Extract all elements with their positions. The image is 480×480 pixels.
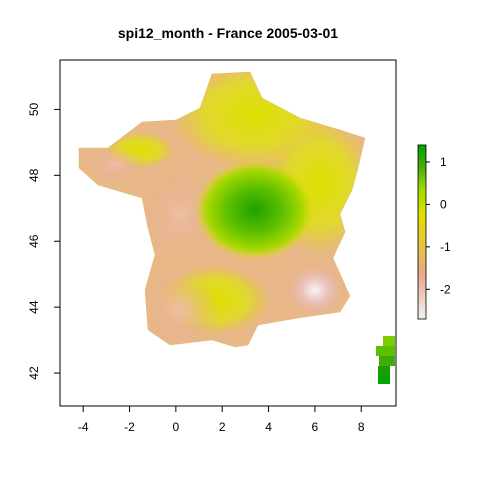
legend-tick-label: 0 [440, 197, 447, 211]
y-tick-label: 42 [27, 366, 41, 380]
legend-ticks: 1 0 -1 -2 [426, 155, 451, 296]
y-tick-label: 46 [27, 234, 41, 248]
color-legend: 1 0 -1 -2 [417, 144, 451, 320]
x-tick-label: -2 [124, 420, 135, 434]
legend-colorbar [417, 144, 427, 320]
y-tick-label: 44 [27, 300, 41, 314]
x-tick-label: 4 [265, 420, 272, 434]
x-tick-label: 2 [219, 420, 226, 434]
france-outline [78, 71, 366, 348]
legend-tick-label: -1 [440, 240, 451, 254]
x-tick-label: 6 [312, 420, 319, 434]
heatmap-map [79, 72, 365, 347]
y-axis: 42 44 46 48 50 [27, 102, 60, 380]
plot-frame [59, 59, 397, 407]
legend-tick-label: 1 [440, 155, 447, 169]
x-tick-label: 8 [358, 420, 365, 434]
y-tick-label: 50 [27, 102, 41, 116]
chart-title: spi12_month - France 2005-03-01 [118, 25, 338, 41]
x-tick-label: 0 [173, 420, 180, 434]
x-axis: -4 -2 0 2 4 6 8 [78, 406, 365, 434]
legend-tick-label: -2 [440, 282, 451, 296]
corsica-cells [376, 336, 395, 384]
x-tick-label: -4 [78, 420, 89, 434]
y-tick-label: 48 [27, 168, 41, 182]
